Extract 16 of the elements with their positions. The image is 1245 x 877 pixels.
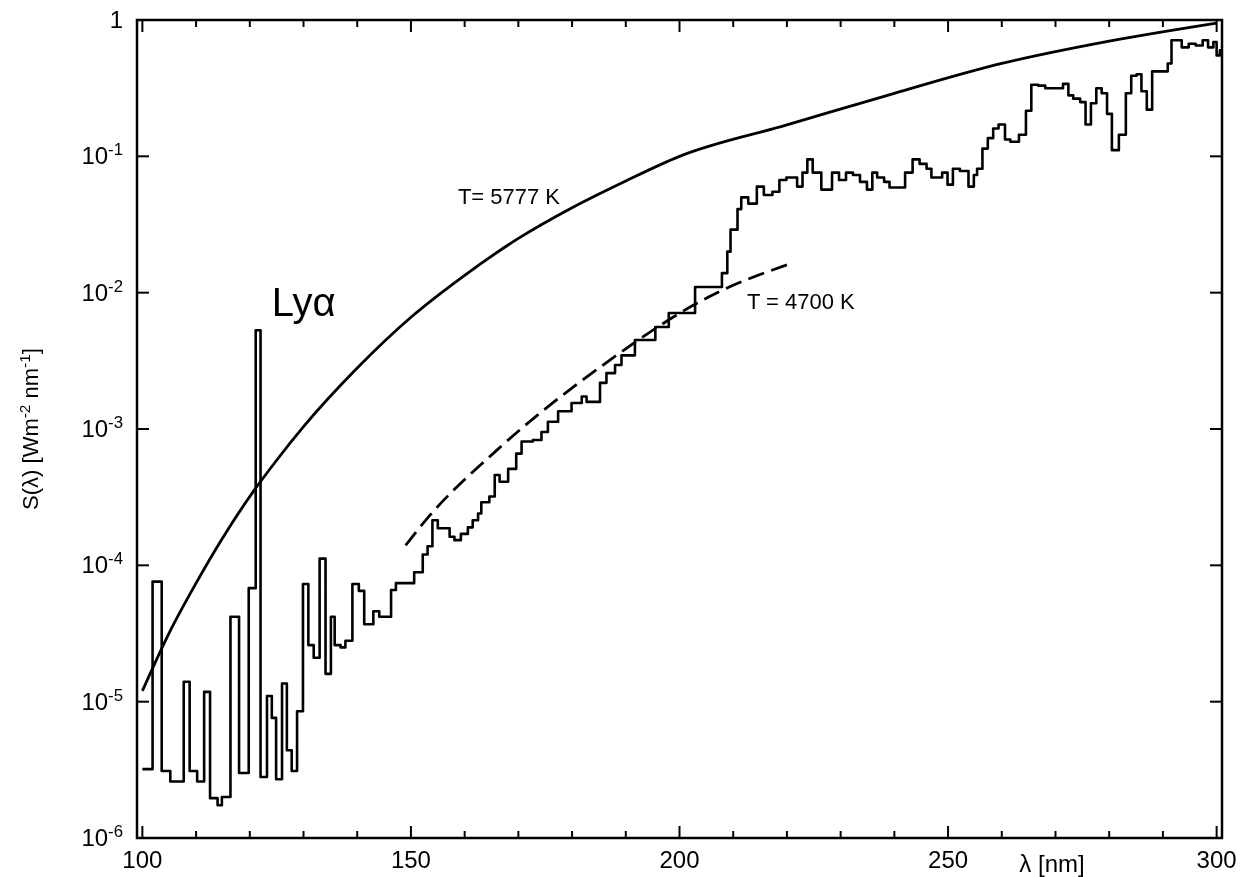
y-tick-label: 10$^{-6}$ bbox=[81, 821, 123, 851]
x-tick-label: 200 bbox=[659, 846, 700, 873]
annotation: Lyα bbox=[271, 280, 336, 325]
y-tick-label: 10$^{-4}$ bbox=[81, 548, 123, 579]
y-tick-label: 1 bbox=[109, 6, 123, 33]
y-tick-label: 10$^{-3}$ bbox=[81, 412, 123, 442]
x-tick-label: 100 bbox=[122, 846, 163, 873]
series-label: T= 5777 K bbox=[457, 183, 561, 209]
y-tick-label: 10$^{-2}$ bbox=[81, 276, 123, 306]
x-axis-title: λ [nm] bbox=[1019, 850, 1085, 877]
x-tick-label: 250 bbox=[928, 846, 969, 873]
y-tick-label: 10$^{-1}$ bbox=[81, 139, 123, 170]
x-tick-label: 300 bbox=[1196, 846, 1237, 873]
series-label: T = 4700 K bbox=[746, 288, 856, 314]
x-tick-label: 150 bbox=[390, 846, 431, 873]
y-tick-label: 10$^{-5}$ bbox=[81, 685, 123, 715]
